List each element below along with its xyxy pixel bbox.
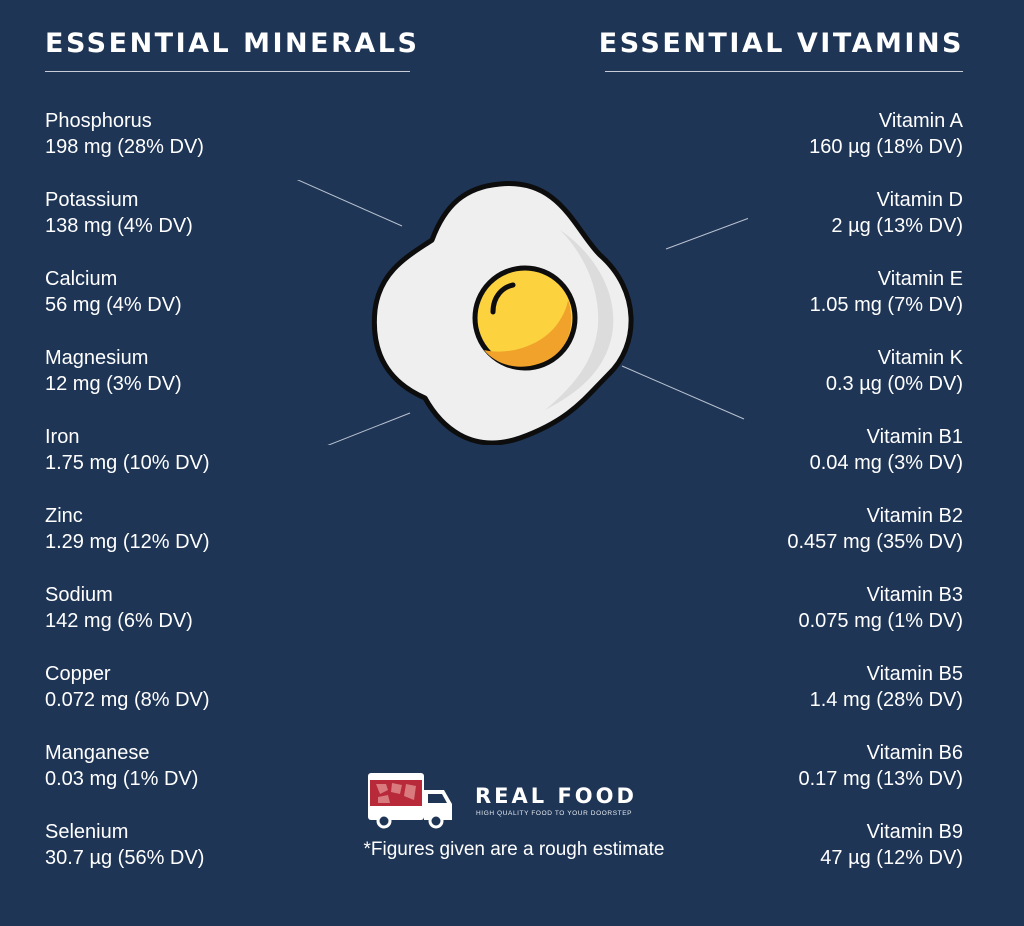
mineral-name: Magnesium (45, 347, 149, 369)
egg-white-shade (545, 230, 614, 410)
mineral-item: Selenium 30.7 µg (56% DV) (45, 819, 210, 898)
mineral-amount: 138 mg (4% DV) (45, 215, 193, 237)
vitamin-name: Vitamin B1 (866, 426, 963, 448)
vitamin-item: Vitamin B1 0.04 mg (3% DV) (787, 424, 963, 503)
minerals-list: Phosphorus 198 mg (28% DV) Potassium 138 m… (45, 108, 210, 898)
delivery-truck-icon (368, 773, 452, 829)
mineral-name: Selenium (45, 821, 129, 843)
vitamin-item: Vitamin E 1.05 mg (7% DV) (787, 266, 963, 345)
mineral-amount: 198 mg (28% DV) (45, 136, 204, 158)
egg-white-gap (423, 384, 442, 398)
vitamin-name: Vitamin K (877, 347, 963, 369)
mineral-name: Calcium (45, 268, 118, 290)
mineral-amount: 30.7 µg (56% DV) (45, 847, 205, 869)
vitamin-name: Vitamin D (876, 189, 963, 211)
vitamins-list: Vitamin A 160 µg (18% DV) Vitamin D 2 µg (… (787, 108, 963, 898)
vitamin-amount: 0.457 mg (35% DV) (787, 531, 963, 553)
minerals-heading-underline (45, 71, 410, 72)
vitamin-name: Vitamin E (877, 268, 963, 290)
vitamin-amount: 0.3 µg (0% DV) (825, 373, 963, 395)
brand-logo: REAL FOOD HIGH QUALITY FOOD TO YOUR DOOR… (366, 770, 666, 830)
mineral-amount: 56 mg (4% DV) (45, 294, 182, 316)
truck-wheel (376, 813, 392, 829)
vitamins-heading: ESSENTIAL VITAMINS (598, 28, 964, 59)
pointer-line (621, 365, 745, 420)
mineral-item: Iron 1.75 mg (10% DV) (45, 424, 210, 503)
vitamin-amount: 2 µg (13% DV) (831, 215, 963, 237)
truck-wheel (428, 813, 444, 829)
vitamin-name: Vitamin B6 (866, 742, 963, 764)
mineral-amount: 142 mg (6% DV) (45, 610, 193, 632)
egg-yolk-highlight (490, 282, 516, 315)
vitamin-item: Vitamin K 0.3 µg (0% DV) (787, 345, 963, 424)
truck-window (428, 794, 447, 803)
pointer-lines (296, 180, 748, 445)
vitamin-name: Vitamin B5 (866, 663, 963, 685)
mineral-amount: 0.03 mg (1% DV) (45, 768, 199, 790)
vitamin-item: Vitamin B2 0.457 mg (35% DV) (787, 503, 963, 582)
mineral-item: Calcium 56 mg (4% DV) (45, 266, 210, 345)
vitamin-name: Vitamin B2 (866, 505, 963, 527)
vitamin-amount: 1.4 mg (28% DV) (809, 689, 963, 711)
mineral-item: Phosphorus 198 mg (28% DV) (45, 108, 210, 187)
mineral-item: Copper 0.072 mg (8% DV) (45, 661, 210, 740)
mineral-item: Zinc 1.29 mg (12% DV) (45, 503, 210, 582)
mineral-name: Potassium (45, 189, 139, 211)
vitamins-heading-underline (605, 71, 963, 72)
vitamin-name: Vitamin B3 (866, 584, 963, 606)
mineral-amount: 12 mg (3% DV) (45, 373, 182, 395)
pointer-line (665, 217, 748, 250)
mineral-name: Sodium (45, 584, 113, 606)
brand-tagline: HIGH QUALITY FOOD TO YOUR DOORSTEP (476, 810, 633, 817)
vitamin-amount: 47 µg (12% DV) (820, 847, 963, 869)
mineral-amount: 0.072 mg (8% DV) (45, 689, 210, 711)
pointer-line (327, 412, 411, 445)
vitamin-amount: 0.17 mg (13% DV) (798, 768, 963, 790)
brand-name: REAL FOOD (475, 784, 637, 808)
egg-yolk-shade (484, 300, 572, 367)
mineral-item: Sodium 142 mg (6% DV) (45, 582, 210, 661)
mineral-amount: 1.29 mg (12% DV) (45, 531, 210, 553)
estimate-footnote: *Figures given are a rough estimate (363, 839, 665, 860)
vitamin-item: Vitamin B3 0.075 mg (1% DV) (787, 582, 963, 661)
fried-egg-icon (296, 180, 748, 445)
mineral-name: Phosphorus (45, 110, 152, 132)
mineral-name: Copper (45, 663, 111, 685)
vitamin-amount: 0.075 mg (1% DV) (798, 610, 963, 632)
mineral-item: Potassium 138 mg (4% DV) (45, 187, 210, 266)
mineral-name: Iron (45, 426, 80, 448)
vitamin-amount: 160 µg (18% DV) (809, 136, 963, 158)
vitamin-item: Vitamin D 2 µg (13% DV) (787, 187, 963, 266)
pointer-line (296, 180, 403, 227)
mineral-name: Manganese (45, 742, 150, 764)
mineral-item: Manganese 0.03 mg (1% DV) (45, 740, 210, 819)
vitamin-item: Vitamin B5 1.4 mg (28% DV) (787, 661, 963, 740)
mineral-amount: 1.75 mg (10% DV) (45, 452, 210, 474)
vitamin-name: Vitamin B9 (866, 821, 963, 843)
vitamin-amount: 1.05 mg (7% DV) (809, 294, 963, 316)
vitamin-name: Vitamin A (878, 110, 963, 132)
vitamin-item: Vitamin B6 0.17 mg (13% DV) (787, 740, 963, 819)
minerals-heading: ESSENTIAL MINERALS (45, 28, 420, 59)
truck-meat-pattern (376, 783, 416, 803)
mineral-name: Zinc (45, 505, 83, 527)
vitamin-item: Vitamin A 160 µg (18% DV) (787, 108, 963, 187)
vitamin-item: Vitamin B9 47 µg (12% DV) (787, 819, 963, 898)
vitamin-amount: 0.04 mg (3% DV) (809, 452, 963, 474)
mineral-item: Magnesium 12 mg (3% DV) (45, 345, 210, 424)
